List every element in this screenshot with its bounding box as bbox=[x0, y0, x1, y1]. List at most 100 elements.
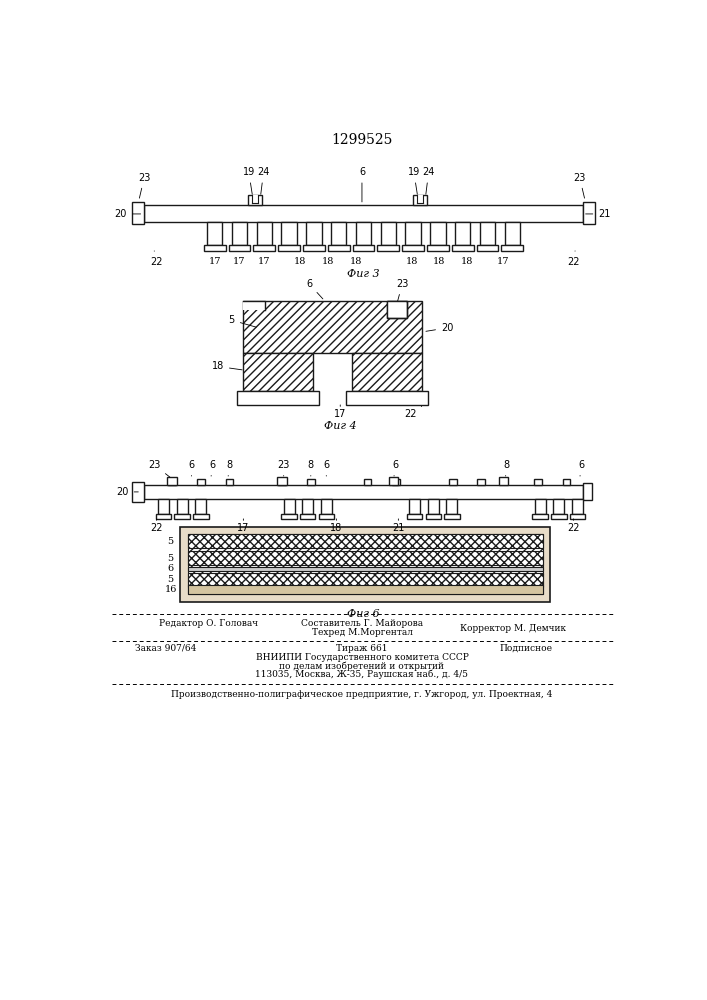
Bar bbox=[452, 245, 474, 251]
Text: 18: 18 bbox=[349, 257, 362, 266]
Bar bbox=[237, 391, 320, 405]
Bar bbox=[430, 222, 445, 245]
Text: 18: 18 bbox=[330, 519, 342, 533]
Bar bbox=[243, 301, 265, 310]
Bar bbox=[356, 222, 371, 245]
Text: Корректор М. Демчик: Корректор М. Демчик bbox=[460, 624, 566, 633]
Text: Производственно-полиграфическое предприятие, г. Ужгород, ул. Проектная, 4: Производственно-полиграфическое предприя… bbox=[171, 690, 553, 699]
Bar bbox=[501, 245, 523, 251]
Bar bbox=[387, 301, 406, 317]
Bar bbox=[346, 391, 428, 405]
Bar bbox=[197, 479, 204, 485]
Text: Фиг 5: Фиг 5 bbox=[347, 535, 380, 545]
Text: 18: 18 bbox=[211, 361, 243, 371]
Text: 23: 23 bbox=[138, 173, 151, 198]
Bar bbox=[572, 499, 583, 514]
Bar bbox=[168, 477, 177, 485]
Text: по делам изобретений и открытий: по делам изобретений и открытий bbox=[279, 661, 445, 671]
Text: 5: 5 bbox=[168, 575, 174, 584]
Bar bbox=[321, 499, 332, 514]
Bar bbox=[232, 222, 247, 245]
Bar bbox=[378, 245, 399, 251]
Text: 23: 23 bbox=[277, 460, 290, 476]
Bar bbox=[353, 245, 374, 251]
Bar bbox=[477, 479, 485, 485]
Bar bbox=[405, 222, 421, 245]
Bar bbox=[444, 514, 460, 519]
Text: 18: 18 bbox=[294, 257, 306, 266]
Bar bbox=[499, 477, 508, 485]
Text: 22: 22 bbox=[567, 251, 580, 267]
Bar bbox=[532, 514, 548, 519]
Text: 17: 17 bbox=[497, 257, 509, 266]
Text: Подписное: Подписное bbox=[500, 644, 553, 653]
Text: 6: 6 bbox=[168, 564, 174, 573]
Bar bbox=[446, 499, 457, 514]
Text: 6: 6 bbox=[392, 460, 398, 476]
Bar bbox=[455, 222, 470, 245]
Bar bbox=[144, 485, 583, 499]
Bar bbox=[281, 514, 297, 519]
Text: Тираж 661: Тираж 661 bbox=[337, 644, 387, 653]
Bar bbox=[303, 245, 325, 251]
Text: 18: 18 bbox=[405, 257, 418, 266]
Bar bbox=[156, 514, 171, 519]
Text: Фиг 4: Фиг 4 bbox=[324, 421, 356, 431]
Bar bbox=[187, 534, 542, 548]
Text: 18: 18 bbox=[461, 257, 474, 266]
Bar bbox=[363, 479, 371, 485]
Bar bbox=[277, 477, 287, 485]
Bar bbox=[449, 479, 457, 485]
Bar bbox=[392, 479, 400, 485]
Text: ВНИИПИ Государственного комитета СССР: ВНИИПИ Государственного комитета СССР bbox=[255, 653, 469, 662]
Bar bbox=[281, 222, 297, 245]
Bar bbox=[551, 514, 566, 519]
Text: 16: 16 bbox=[164, 585, 177, 594]
Bar bbox=[426, 514, 441, 519]
Bar bbox=[427, 245, 449, 251]
Bar bbox=[284, 499, 295, 514]
Text: 6: 6 bbox=[209, 460, 216, 476]
Bar bbox=[409, 499, 420, 514]
Text: 1299525: 1299525 bbox=[332, 133, 392, 147]
Text: 8: 8 bbox=[504, 460, 510, 476]
Bar bbox=[300, 514, 315, 519]
Bar bbox=[187, 551, 542, 565]
Text: 23: 23 bbox=[148, 460, 170, 477]
Text: 22: 22 bbox=[151, 251, 163, 267]
Bar bbox=[505, 222, 520, 245]
Text: 24: 24 bbox=[257, 167, 269, 194]
Text: 8: 8 bbox=[308, 460, 314, 476]
Text: 22: 22 bbox=[404, 406, 421, 419]
Text: 6: 6 bbox=[578, 460, 585, 476]
Text: 21: 21 bbox=[585, 209, 611, 219]
Text: 113035, Москва, Ж-35, Раушская наб., д. 4/5: 113035, Москва, Ж-35, Раушская наб., д. … bbox=[255, 670, 469, 679]
Bar bbox=[253, 245, 275, 251]
Text: 20: 20 bbox=[116, 487, 139, 497]
Text: 17: 17 bbox=[237, 519, 250, 533]
Text: 17: 17 bbox=[334, 405, 346, 419]
Bar bbox=[248, 195, 262, 205]
Bar bbox=[175, 514, 190, 519]
Bar bbox=[480, 222, 495, 245]
Text: Составитель Г. Майорова: Составитель Г. Майорова bbox=[301, 619, 423, 628]
Text: 5: 5 bbox=[168, 537, 174, 546]
Bar bbox=[328, 245, 349, 251]
Text: 17: 17 bbox=[258, 257, 271, 266]
Bar bbox=[402, 245, 424, 251]
Text: 22: 22 bbox=[151, 519, 163, 533]
Bar bbox=[187, 573, 542, 587]
Text: 18: 18 bbox=[322, 257, 334, 266]
Text: 5: 5 bbox=[168, 554, 174, 563]
Text: 5: 5 bbox=[228, 315, 256, 327]
Text: Редактор О. Головач: Редактор О. Головач bbox=[159, 619, 258, 628]
Bar bbox=[226, 479, 233, 485]
Text: 6: 6 bbox=[359, 167, 365, 202]
Bar bbox=[570, 514, 585, 519]
Bar bbox=[387, 301, 407, 318]
Text: 22: 22 bbox=[567, 519, 580, 533]
Bar bbox=[228, 245, 250, 251]
Bar bbox=[207, 222, 223, 245]
Bar bbox=[279, 245, 300, 251]
Bar bbox=[534, 499, 546, 514]
